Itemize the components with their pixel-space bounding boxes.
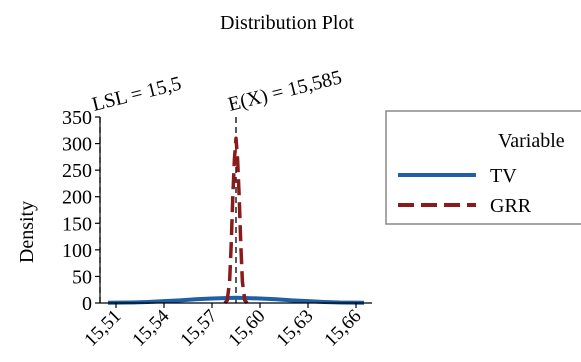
legend-title: Variable [498, 130, 565, 152]
reference-line-labels: LSL = 15,5 E(X) = 15,585 [90, 66, 344, 115]
chart-title: Distribution Plot [220, 12, 354, 34]
y-tick-label: 200 [62, 187, 92, 209]
legend-label-grr: GRR [490, 195, 532, 217]
legend: Variable TV GRR [385, 110, 581, 225]
y-tick-label: 150 [62, 213, 92, 235]
series-layer [107, 136, 365, 305]
x-ticks: 15,51 15,54 15,57 15,60 15,63 15,66 [80, 303, 366, 351]
legend-label-tv: TV [490, 165, 517, 187]
y-tick-label: 100 [62, 240, 92, 262]
y-tick-label: 300 [62, 134, 92, 156]
y-tick-label: 50 [72, 266, 92, 288]
y-axis-label: Density [16, 201, 38, 263]
x-tick-label: 15,54 [128, 305, 173, 350]
x-tick-label: 15,63 [272, 306, 317, 351]
x-tick-label: 15,66 [320, 306, 365, 351]
series-line-grr [223, 136, 249, 305]
x-tick-label: 15,60 [224, 306, 269, 351]
x-tick-label: 15,57 [176, 306, 221, 351]
y-ticks: 0 50 100 150 200 250 300 350 [62, 107, 100, 315]
reference-line-label: E(X) = 15,585 [226, 66, 344, 115]
axes [99, 117, 372, 304]
series-line-tv [107, 295, 365, 305]
y-tick-label: 350 [62, 107, 92, 129]
reference-lines [99, 117, 237, 303]
legend-box [385, 110, 581, 225]
y-tick-label: 250 [62, 160, 92, 182]
reference-line-label: LSL = 15,5 [90, 72, 184, 115]
y-tick-label: 0 [82, 293, 92, 315]
